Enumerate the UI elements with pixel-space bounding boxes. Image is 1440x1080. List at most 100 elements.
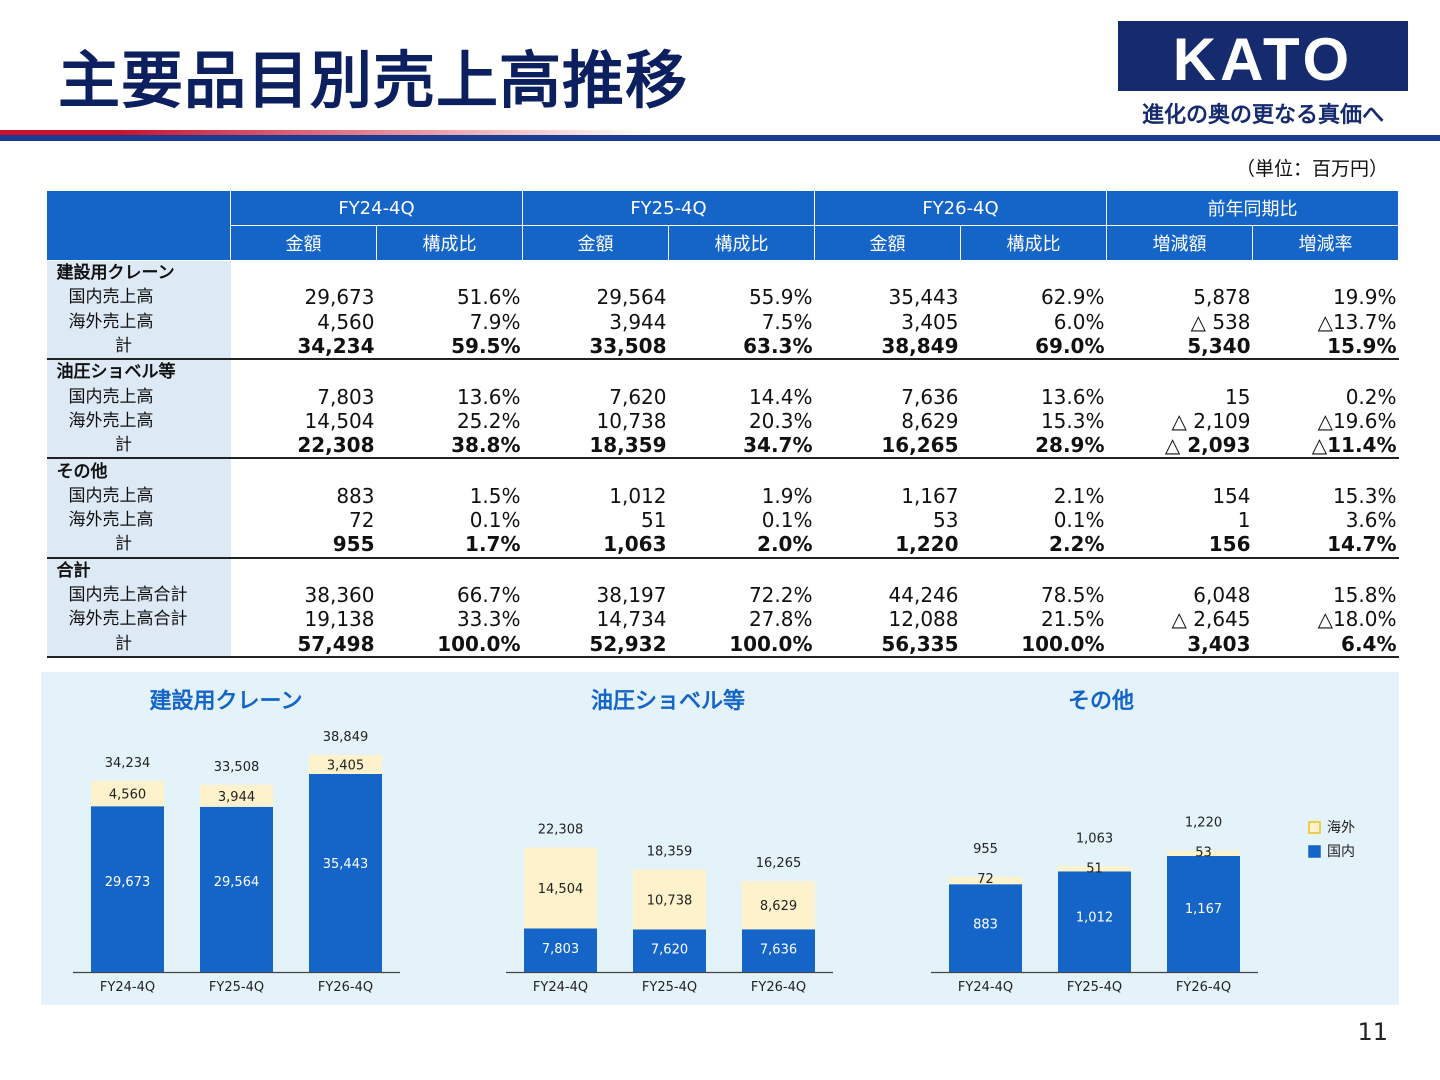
table-cell: 1.9%	[761, 483, 813, 508]
table-cell: △18.0%	[1317, 607, 1397, 632]
table-cell: 7,620	[609, 384, 667, 409]
bar-overseas	[633, 869, 706, 930]
bar-overseas	[1058, 866, 1131, 872]
bar-overseas	[742, 881, 815, 930]
table-cell: 35,443	[888, 285, 959, 310]
total-row: 計 57,498 100.0% 52,932 100.0% 56,335 100.0% 3,4…	[46, 631, 1399, 658]
table-cell: 156	[1106, 532, 1253, 559]
chart-title: 建設用クレーン	[150, 688, 303, 714]
data-label-overseas: 51	[1086, 861, 1103, 876]
data-label-overseas: 8,629	[760, 899, 797, 914]
table-cell: △ 2,109	[1171, 408, 1251, 433]
row-label: 国内売上高合計	[46, 582, 231, 608]
table-cell: 16,265	[814, 433, 961, 460]
x-tick-label: FY25-4Q	[642, 980, 697, 995]
table-cell: 6,048	[1193, 583, 1251, 607]
charts-svg: 建設用クレーン 29,673 4,560 34,234 FY24-4Q 29,564 3,9…	[73, 688, 1355, 995]
table-cell: 8,629	[901, 408, 959, 433]
unit-label: （単位：百万円）	[1235, 158, 1388, 180]
table-cell: 10,738	[596, 408, 667, 433]
table-cell: △ 2,093	[1106, 433, 1253, 460]
bar-overseas	[309, 754, 382, 774]
data-label-overseas: 72	[977, 872, 994, 887]
legend-swatch	[1308, 845, 1321, 858]
legend-label: 国内	[1327, 844, 1355, 860]
x-tick-label: FY24-4Q	[100, 980, 155, 995]
table-cell: 0.1%	[761, 508, 813, 533]
table-cell: 53	[933, 508, 959, 533]
table-row: 海外売上高 4,560 7.9% 3,944 7.5% 3,405 6.0% △ 538 △13…	[46, 309, 1399, 334]
total-row: 計 34,234 59.5% 33,508 63.3% 38,849 69.0% 5,340 1…	[46, 333, 1399, 361]
header-rule-blue	[0, 135, 1440, 141]
row-label: 計	[46, 433, 231, 460]
table-cell: 15.9%	[1252, 333, 1399, 361]
row-label: 海外売上高	[46, 309, 231, 334]
table-row: 国内売上高 29,673 51.6% 29,564 55.9% 35,443 62.9% 5,…	[46, 285, 1399, 310]
table-cell: 955	[230, 532, 377, 559]
table-cell: 2.1%	[1053, 483, 1105, 508]
table-cell: 15.3%	[1332, 483, 1397, 508]
data-label-overseas: 10,738	[647, 893, 693, 908]
data-label-domestic: 7,620	[651, 943, 688, 958]
table-cell: 18,359	[522, 433, 669, 460]
bar-domestic	[91, 806, 164, 972]
total-row: 計 955 1.7% 1,063 2.0% 1,220 2.2% 156 14.7%	[46, 532, 1399, 559]
row-label: 計	[46, 532, 231, 559]
table-cell: 1	[1237, 508, 1251, 533]
table-cell: 7,803	[317, 384, 375, 409]
table-cell: 63.3%	[668, 333, 815, 361]
x-tick-label: FY26-4Q	[318, 980, 373, 995]
table-cell: 3,405	[901, 309, 959, 334]
table-cell: 1.5%	[469, 483, 521, 508]
period-header: FY25-4Q	[522, 190, 815, 226]
x-tick-label: FY24-4Q	[958, 980, 1013, 995]
sub-header: 増減率	[1252, 225, 1399, 261]
yoy-header: 前年同期比	[1106, 190, 1399, 226]
table-cell: 51	[641, 508, 667, 533]
table-cell: 57,498	[230, 631, 377, 658]
table-row: 国内売上高 7,803 13.6% 7,620 14.4% 7,636 13.6% 15 0.2…	[46, 384, 1399, 409]
row-label: 海外売上高合計	[46, 607, 231, 632]
bar-domestic	[524, 928, 597, 972]
bar-overseas	[91, 780, 164, 807]
header-rule-red	[0, 130, 1440, 135]
legend-label: 海外	[1327, 820, 1355, 836]
table-cell: 1,063	[522, 532, 669, 559]
bar-overseas	[949, 877, 1022, 885]
data-label-domestic: 29,564	[214, 875, 260, 890]
x-tick-label: FY26-4Q	[1176, 980, 1231, 995]
table-cell: 100.0%	[960, 631, 1107, 658]
table-row: 海外売上高 72 0.1% 51 0.1% 53 0.1% 1 3.6%	[46, 507, 1399, 533]
group-row: 油圧ショベル等	[46, 359, 1399, 385]
data-label-domestic: 7,636	[760, 943, 797, 958]
sub-header: 構成比	[960, 225, 1107, 261]
bar-overseas	[524, 847, 597, 929]
data-label-domestic: 29,673	[105, 875, 151, 890]
table-cell: △13.7%	[1317, 309, 1397, 334]
table-cell: 20.3%	[748, 408, 813, 433]
group-label: 建設用クレーン	[46, 260, 231, 286]
sub-header: 金額	[814, 225, 961, 261]
table-cell: 13.6%	[456, 384, 521, 409]
data-label-total: 22,308	[538, 822, 584, 837]
row-label: 海外売上高	[46, 408, 231, 434]
table-cell: 14.4%	[748, 384, 813, 409]
group-label: その他	[46, 458, 231, 484]
data-label-total: 1,220	[1185, 816, 1222, 831]
bar-domestic	[633, 929, 706, 972]
sub-header: 構成比	[668, 225, 815, 261]
table-cell: 5,340	[1106, 333, 1253, 361]
table-row: 海外売上高 14,504 25.2% 10,738 20.3% 8,629 15.3% △ 2…	[46, 408, 1399, 434]
data-label-domestic: 883	[973, 918, 998, 933]
group-filler	[231, 458, 1399, 483]
kato-logo: KATO	[1118, 21, 1408, 93]
table-cell: 7.5%	[761, 309, 813, 334]
table-cell: 6.0%	[1053, 309, 1105, 334]
table-cell: 52,932	[522, 631, 669, 658]
charts-panel: 建設用クレーン 29,673 4,560 34,234 FY24-4Q 29,564 3,9…	[41, 672, 1399, 1005]
data-label-overseas: 3,944	[218, 790, 255, 805]
table-cell: 14.7%	[1252, 532, 1399, 559]
table-cell: 1.7%	[376, 532, 523, 559]
data-label-overseas: 4,560	[109, 787, 146, 802]
table-cell: 34,234	[230, 333, 377, 361]
